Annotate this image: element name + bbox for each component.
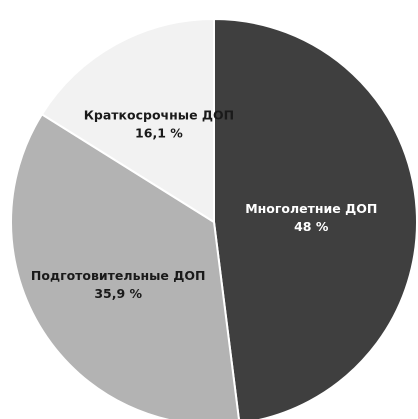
pie-labels: Многолетние ДОП 48 % Подготовительные ДОП 3…	[31, 108, 377, 302]
pie-slice-1	[213, 17, 418, 419]
slice-label: Краткосрочные ДОП	[84, 108, 234, 123]
slice-label: Многолетние ДОП	[245, 201, 377, 216]
slice-value-label: 48 %	[294, 219, 329, 234]
slice-value-label: 16,1 %	[135, 126, 183, 141]
pie-slices	[10, 17, 418, 419]
slice-label: Подготовительные ДОП	[31, 268, 206, 283]
pie-slice-2	[10, 112, 240, 419]
pie-slice-3	[40, 17, 215, 224]
slice-value-label: 35,9 %	[94, 286, 142, 301]
